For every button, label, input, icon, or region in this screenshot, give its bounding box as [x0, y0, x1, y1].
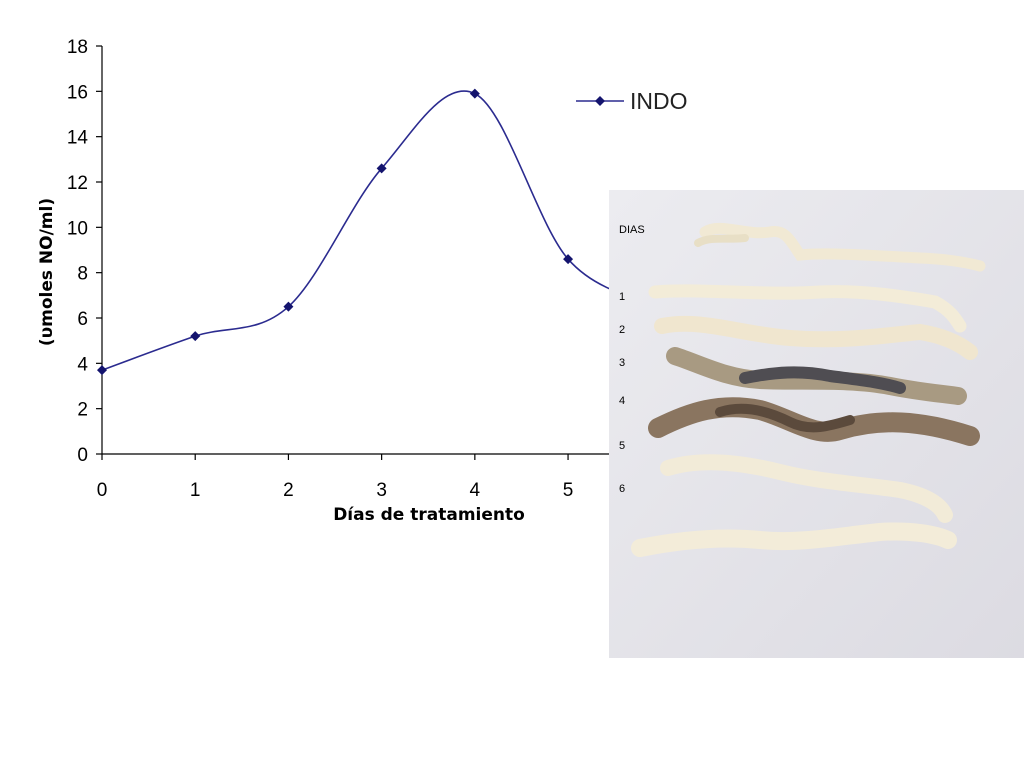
x-tick-label: 0: [97, 480, 108, 501]
day-label-2: 2: [619, 324, 625, 336]
x-tick-label: 3: [376, 480, 387, 501]
y-tick-label: 14: [67, 128, 89, 149]
y-tick-label: 4: [77, 354, 88, 375]
legend-marker-swatch: [595, 96, 605, 106]
x-axis-title: Días de tratamiento: [333, 505, 525, 525]
data-point-marker: [376, 163, 387, 174]
specimen-strip-3: [654, 315, 978, 360]
legend-label: INDO: [630, 88, 688, 114]
y-axis-ticks: 0 2 4 6 8 10 12 14 16 18: [67, 37, 102, 466]
specimen-strip-5: [648, 397, 980, 446]
x-axis-ticks: 0 1 2 3 4 5: [97, 454, 574, 501]
day-label-6: 6: [619, 483, 625, 495]
series-layer: [97, 88, 610, 376]
specimen-strip-4: [666, 347, 967, 405]
y-tick-label: 12: [67, 173, 88, 194]
y-tick-label: 8: [77, 264, 88, 285]
y-tick-label: 0: [77, 445, 88, 466]
series-line-indo: [101, 90, 610, 371]
specimen-strip-7: [631, 522, 957, 557]
x-tick-label: 2: [283, 480, 294, 501]
specimen-strip-1: [694, 222, 986, 272]
data-point-marker: [190, 331, 201, 342]
x-tick-label: 4: [470, 480, 481, 501]
specimen-photo: DIAS 1 2 3 4 5 6: [609, 190, 1024, 658]
specimen-strip-6: [660, 454, 953, 523]
y-axis-title: (υmoles NO/ml): [37, 198, 57, 346]
y-tick-label: 2: [77, 400, 88, 421]
y-tick-label: 18: [67, 37, 88, 58]
x-tick-label: 1: [190, 480, 201, 501]
photo-title: DIAS: [619, 224, 645, 236]
x-tick-label: 5: [563, 480, 574, 501]
day-label-3: 3: [619, 357, 625, 369]
day-label-1: 1: [619, 291, 625, 303]
day-label-5: 5: [619, 440, 625, 452]
y-tick-label: 6: [77, 309, 88, 330]
day-label-4: 4: [619, 395, 625, 407]
specimen-strip-2: [648, 284, 967, 333]
legend: INDO: [576, 88, 688, 114]
data-point-marker: [563, 254, 574, 265]
data-point-marker: [283, 301, 294, 312]
data-point-marker: [97, 365, 107, 376]
y-tick-label: 10: [67, 218, 88, 239]
data-point-marker: [469, 88, 480, 99]
y-tick-label: 16: [67, 82, 88, 103]
